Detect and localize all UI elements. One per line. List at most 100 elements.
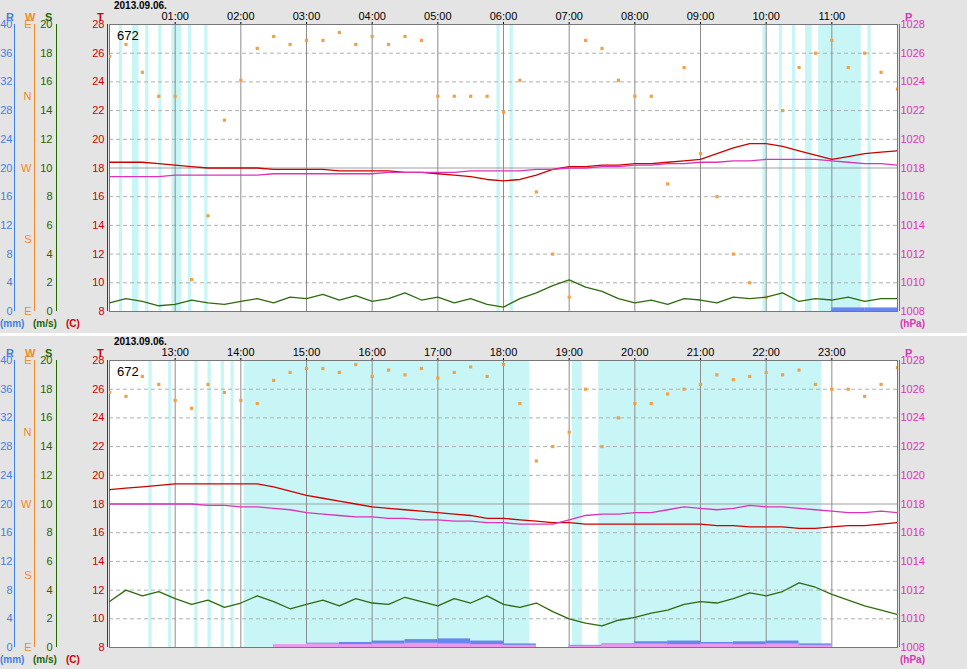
svg-text:4: 4 (46, 584, 52, 596)
svg-text:11:00: 11:00 (818, 10, 845, 22)
svg-text:4: 4 (6, 276, 12, 288)
svg-text:20:00: 20:00 (621, 346, 649, 358)
svg-text:1014: 1014 (901, 555, 925, 567)
svg-text:0: 0 (6, 641, 12, 653)
svg-text:1008: 1008 (901, 305, 925, 317)
svg-text:2: 2 (46, 276, 52, 288)
svg-text:20: 20 (92, 133, 104, 145)
svg-text:N: N (24, 90, 32, 102)
svg-text:1020: 1020 (901, 133, 925, 145)
svg-text:8: 8 (6, 584, 12, 596)
svg-text:16: 16 (92, 190, 104, 202)
svg-text:1010: 1010 (901, 276, 925, 288)
svg-text:12: 12 (0, 219, 12, 231)
svg-text:24: 24 (92, 75, 104, 87)
svg-text:1026: 1026 (901, 383, 925, 395)
svg-text:1016: 1016 (901, 190, 925, 202)
svg-text:03:00: 03:00 (293, 10, 321, 22)
svg-text:6: 6 (46, 219, 52, 231)
svg-text:24: 24 (0, 133, 12, 145)
svg-text:1020: 1020 (901, 469, 925, 481)
svg-text:12: 12 (40, 469, 52, 481)
svg-text:26: 26 (92, 47, 104, 59)
svg-text:28: 28 (0, 440, 12, 452)
svg-text:07:00: 07:00 (555, 10, 583, 22)
svg-text:18: 18 (40, 383, 52, 395)
svg-text:16: 16 (92, 526, 104, 538)
svg-text:1008: 1008 (901, 641, 925, 653)
svg-text:1012: 1012 (901, 584, 925, 596)
svg-text:14:00: 14:00 (227, 346, 255, 358)
svg-text:12: 12 (0, 555, 12, 567)
svg-text:22:00: 22:00 (752, 346, 780, 358)
svg-text:E: E (24, 641, 31, 653)
svg-text:0: 0 (46, 305, 52, 317)
svg-text:1018: 1018 (901, 498, 925, 510)
svg-text:01:00: 01:00 (161, 10, 189, 22)
svg-text:N: N (24, 426, 32, 438)
svg-text:18:00: 18:00 (490, 346, 518, 358)
svg-text:26: 26 (92, 383, 104, 395)
svg-text:8: 8 (98, 641, 104, 653)
svg-text:20: 20 (92, 469, 104, 481)
svg-text:0: 0 (46, 641, 52, 653)
svg-text:22: 22 (92, 104, 104, 116)
svg-text:18: 18 (92, 162, 104, 174)
svg-text:0: 0 (6, 305, 12, 317)
svg-text:8: 8 (6, 248, 12, 260)
svg-text:S: S (24, 233, 31, 245)
svg-text:06:00: 06:00 (490, 10, 518, 22)
svg-text:1026: 1026 (901, 47, 925, 59)
svg-text:16: 16 (40, 411, 52, 423)
svg-text:2: 2 (46, 612, 52, 624)
svg-text:14: 14 (40, 104, 52, 116)
svg-text:10: 10 (92, 612, 104, 624)
svg-text:8: 8 (46, 526, 52, 538)
svg-text:8: 8 (46, 190, 52, 202)
svg-text:13:00: 13:00 (161, 346, 189, 358)
svg-text:1014: 1014 (901, 219, 925, 231)
svg-text:20: 20 (0, 498, 12, 510)
svg-text:4: 4 (46, 248, 52, 260)
svg-text:14: 14 (92, 555, 104, 567)
svg-text:16: 16 (0, 526, 12, 538)
svg-text:16: 16 (40, 75, 52, 87)
svg-text:1022: 1022 (901, 104, 925, 116)
svg-text:8: 8 (98, 305, 104, 317)
svg-text:12: 12 (92, 248, 104, 260)
svg-text:1012: 1012 (901, 248, 925, 260)
svg-text:18: 18 (92, 498, 104, 510)
svg-text:1024: 1024 (901, 75, 925, 87)
svg-text:10: 10 (92, 276, 104, 288)
svg-text:12: 12 (40, 133, 52, 145)
svg-text:6: 6 (46, 555, 52, 567)
svg-text:02:00: 02:00 (227, 10, 255, 22)
svg-text:23:00: 23:00 (818, 346, 846, 358)
svg-text:12: 12 (92, 584, 104, 596)
svg-text:1018: 1018 (901, 162, 925, 174)
svg-text:08:00: 08:00 (621, 10, 649, 22)
svg-text:W: W (21, 162, 32, 174)
svg-text:04:00: 04:00 (358, 10, 386, 22)
svg-text:10:00: 10:00 (752, 10, 780, 22)
svg-text:1028: 1028 (901, 354, 925, 366)
svg-text:1028: 1028 (901, 18, 925, 30)
svg-text:10: 10 (40, 162, 52, 174)
svg-text:17:00: 17:00 (424, 346, 452, 358)
svg-text:21:00: 21:00 (687, 346, 715, 358)
svg-text:15:00: 15:00 (293, 346, 321, 358)
svg-text:W: W (21, 498, 32, 510)
svg-text:24: 24 (92, 411, 104, 423)
svg-text:18: 18 (40, 47, 52, 59)
svg-text:32: 32 (0, 411, 12, 423)
svg-text:1022: 1022 (901, 440, 925, 452)
svg-text:E: E (24, 305, 31, 317)
svg-text:14: 14 (92, 219, 104, 231)
svg-text:32: 32 (0, 75, 12, 87)
svg-text:16: 16 (0, 190, 12, 202)
svg-text:1024: 1024 (901, 411, 925, 423)
svg-text:36: 36 (0, 383, 12, 395)
svg-text:24: 24 (0, 469, 12, 481)
svg-text:1016: 1016 (901, 526, 925, 538)
svg-text:09:00: 09:00 (687, 10, 715, 22)
